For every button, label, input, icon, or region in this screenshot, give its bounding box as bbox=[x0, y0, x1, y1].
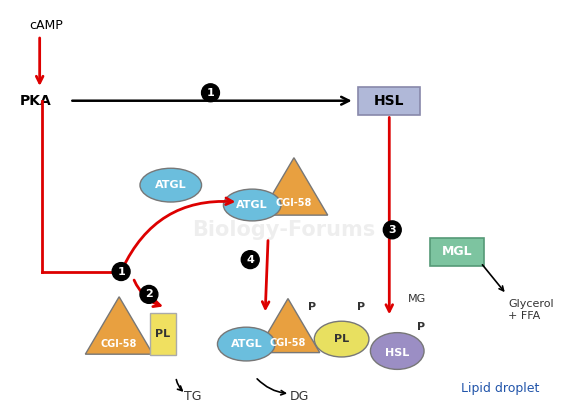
Text: cAMP: cAMP bbox=[30, 19, 64, 32]
Text: CGI-58: CGI-58 bbox=[270, 338, 306, 348]
Polygon shape bbox=[260, 158, 328, 215]
FancyBboxPatch shape bbox=[150, 313, 176, 355]
Text: Lipid droplet: Lipid droplet bbox=[461, 382, 539, 395]
Circle shape bbox=[384, 221, 401, 239]
Text: ATGL: ATGL bbox=[155, 180, 187, 190]
Text: TG: TG bbox=[184, 390, 201, 403]
Text: 2: 2 bbox=[145, 289, 153, 300]
Ellipse shape bbox=[224, 189, 281, 221]
Text: ATGL: ATGL bbox=[236, 200, 268, 210]
FancyBboxPatch shape bbox=[430, 238, 484, 266]
Text: P: P bbox=[417, 322, 425, 332]
Text: 1: 1 bbox=[207, 88, 215, 98]
Text: CGI-58: CGI-58 bbox=[276, 198, 312, 208]
Text: 1: 1 bbox=[117, 267, 125, 276]
Text: DG: DG bbox=[290, 390, 310, 403]
Text: CGI-58: CGI-58 bbox=[101, 339, 137, 349]
Circle shape bbox=[241, 250, 259, 269]
Text: Biology-Forums: Biology-Forums bbox=[192, 220, 376, 240]
Ellipse shape bbox=[370, 332, 424, 370]
Text: 4: 4 bbox=[246, 255, 254, 265]
Text: PL: PL bbox=[334, 334, 349, 344]
Text: HSL: HSL bbox=[385, 348, 409, 358]
FancyBboxPatch shape bbox=[358, 87, 420, 115]
Polygon shape bbox=[85, 297, 153, 354]
Text: P: P bbox=[308, 302, 316, 312]
Ellipse shape bbox=[140, 168, 201, 202]
Text: MG: MG bbox=[408, 294, 426, 304]
Text: MGL: MGL bbox=[442, 245, 472, 258]
Text: PKA: PKA bbox=[20, 94, 52, 108]
Circle shape bbox=[112, 262, 130, 281]
Circle shape bbox=[201, 84, 220, 102]
Text: ATGL: ATGL bbox=[230, 339, 262, 349]
Circle shape bbox=[140, 286, 158, 303]
Text: PL: PL bbox=[155, 329, 170, 339]
Text: Glycerol
+ FFA: Glycerol + FFA bbox=[509, 300, 554, 321]
Text: HSL: HSL bbox=[374, 94, 405, 108]
Ellipse shape bbox=[314, 321, 369, 357]
Ellipse shape bbox=[217, 327, 275, 361]
Polygon shape bbox=[256, 299, 320, 353]
Text: 3: 3 bbox=[389, 225, 396, 235]
Text: P: P bbox=[357, 302, 365, 312]
